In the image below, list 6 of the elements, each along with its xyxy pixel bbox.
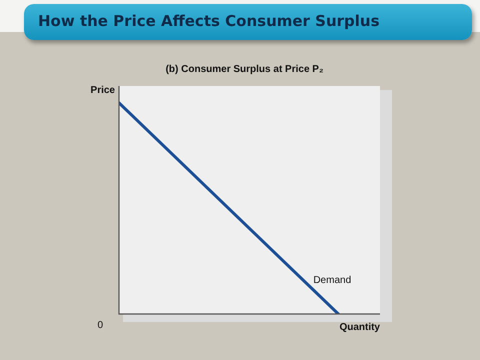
annotation: Demand — [313, 274, 352, 286]
text: 0 — [97, 320, 104, 331]
y-axis-title: Price — [90, 84, 116, 96]
chart-title: How the Price Affects Consumer Surplus — [24, 4, 472, 40]
chart-subtitle: (b) Consumer Surplus at Price P₂ — [166, 64, 324, 75]
x-axis-title: Quantity — [339, 322, 380, 333]
